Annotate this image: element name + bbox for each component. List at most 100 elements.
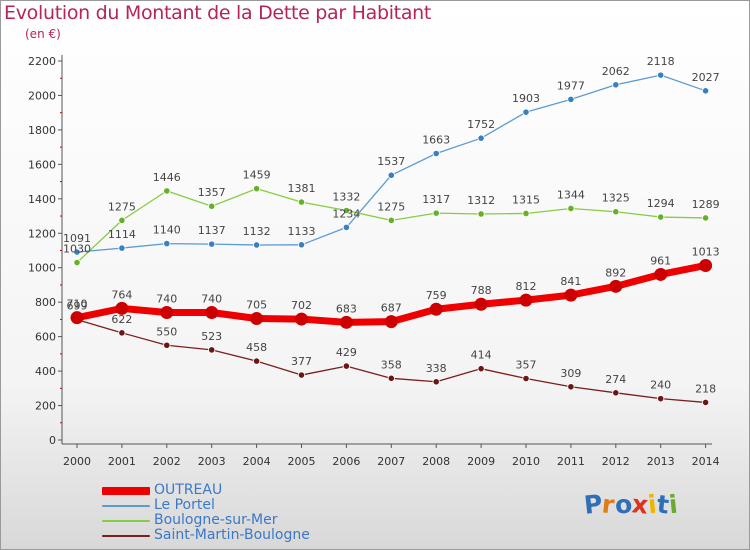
data-point <box>250 312 264 326</box>
data-label: 687 <box>381 302 402 315</box>
data-label: 338 <box>426 362 447 375</box>
legend-swatch <box>102 520 150 522</box>
data-point <box>701 214 710 222</box>
data-label: 1537 <box>377 155 405 168</box>
data-point <box>699 258 713 272</box>
data-point <box>253 185 261 193</box>
data-label: 1091 <box>63 232 91 245</box>
data-point <box>567 204 575 213</box>
x-tick-label: 2003 <box>198 455 226 468</box>
data-point <box>342 362 350 370</box>
x-tick-label: 2000 <box>63 455 91 468</box>
data-point <box>339 315 353 329</box>
x-tick-label: 2014 <box>692 455 720 468</box>
data-point <box>609 279 623 293</box>
y-tick-label: 1000 <box>28 262 56 275</box>
data-point <box>297 241 306 249</box>
data-label: 2118 <box>647 55 675 68</box>
data-point <box>432 378 440 386</box>
data-label: 892 <box>605 266 626 279</box>
data-point <box>522 209 530 218</box>
x-tick-label: 2001 <box>108 455 136 468</box>
data-label: 377 <box>291 355 312 368</box>
data-label: 764 <box>111 288 132 301</box>
data-label: 1275 <box>108 200 136 213</box>
data-point <box>384 315 398 329</box>
data-label: 1234 <box>332 207 360 220</box>
legend-swatch <box>102 535 150 537</box>
data-label: 1137 <box>198 224 226 237</box>
chart-title: Evolution du Montant de la Dette par Hab… <box>4 2 432 24</box>
legend-label: OUTREAU <box>154 482 223 498</box>
legend-swatch <box>102 487 150 495</box>
x-tick-label: 2007 <box>377 455 405 468</box>
data-point <box>612 81 620 89</box>
chart-subtitle: (en €) <box>25 27 61 41</box>
y-tick-label: 2200 <box>28 55 56 68</box>
data-label: 458 <box>246 341 267 354</box>
logo-letter: i <box>667 489 679 520</box>
data-point <box>73 248 81 256</box>
data-label: 1344 <box>557 188 585 201</box>
data-point <box>387 216 395 224</box>
data-point <box>160 306 174 320</box>
x-tick-label: 2013 <box>647 455 675 468</box>
data-label: 1133 <box>288 225 316 238</box>
y-tick-label: 400 <box>35 365 56 378</box>
x-tick-label: 2010 <box>512 455 540 468</box>
data-point <box>432 209 440 217</box>
data-point <box>163 341 171 349</box>
data-point <box>387 171 395 179</box>
data-label: 429 <box>336 346 357 359</box>
data-point <box>118 216 126 224</box>
data-label: 550 <box>156 325 177 338</box>
data-point <box>477 365 485 373</box>
data-label: 702 <box>291 299 312 312</box>
data-point <box>657 213 665 221</box>
legend-label: Le Portel <box>154 497 215 513</box>
data-point <box>474 297 488 311</box>
y-tick-label: 2000 <box>28 89 56 102</box>
y-tick-label: 1600 <box>28 158 56 171</box>
data-label: 1114 <box>108 228 136 241</box>
data-point <box>253 357 261 365</box>
data-point <box>163 187 171 195</box>
data-label: 841 <box>560 275 581 288</box>
x-tick-label: 2004 <box>243 455 271 468</box>
data-label: 358 <box>381 358 402 371</box>
data-label: 414 <box>471 349 492 362</box>
x-tick-label: 2005 <box>288 455 316 468</box>
data-label: 1013 <box>692 245 720 258</box>
x-tick-label: 2011 <box>557 455 585 468</box>
data-label: 240 <box>650 379 671 392</box>
legend-label: Saint-Martin-Boulogne <box>154 527 310 543</box>
proxiti-logo: Proxiti <box>583 489 679 520</box>
data-point <box>564 288 578 302</box>
x-tick-label: 2012 <box>602 455 630 468</box>
data-label: 1752 <box>467 118 495 131</box>
data-label: 1140 <box>153 224 181 237</box>
data-point <box>208 346 216 354</box>
data-point <box>612 208 620 216</box>
data-point <box>567 383 575 391</box>
data-label: 1459 <box>243 169 271 182</box>
data-point <box>297 371 306 379</box>
data-label: 812 <box>516 280 537 293</box>
data-label: 357 <box>516 358 537 371</box>
legend-label: Boulogne-sur-Mer <box>154 512 278 528</box>
data-point <box>208 240 216 248</box>
data-point <box>567 95 575 104</box>
y-tick-label: 1400 <box>28 193 56 206</box>
data-label: 1357 <box>198 186 226 199</box>
data-label: 1312 <box>467 194 495 207</box>
data-point <box>429 302 443 316</box>
x-tick-label: 2008 <box>422 455 450 468</box>
data-point <box>295 312 308 326</box>
data-label: 699 <box>67 300 88 313</box>
data-point <box>253 241 261 249</box>
data-label: 961 <box>650 254 671 267</box>
data-label: 710 <box>67 298 88 311</box>
data-point <box>701 87 710 95</box>
